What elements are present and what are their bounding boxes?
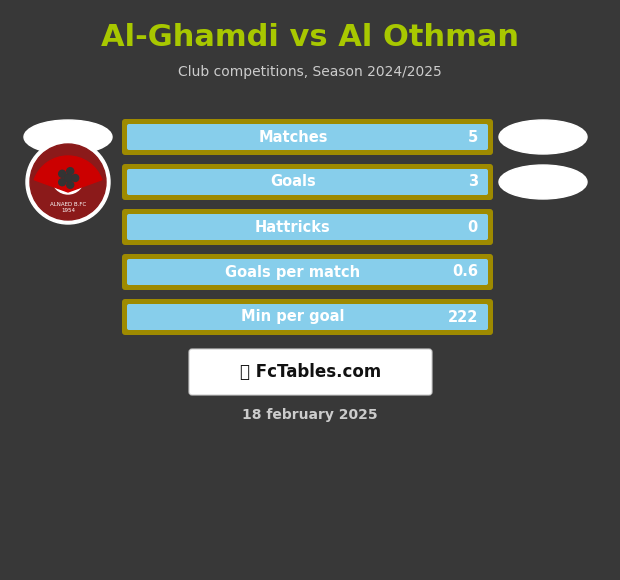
FancyBboxPatch shape — [127, 124, 488, 150]
Text: 0.6: 0.6 — [452, 264, 478, 280]
FancyBboxPatch shape — [122, 209, 493, 245]
Text: Goals: Goals — [270, 175, 316, 190]
FancyBboxPatch shape — [122, 299, 493, 335]
FancyBboxPatch shape — [122, 164, 493, 200]
Ellipse shape — [499, 120, 587, 154]
FancyBboxPatch shape — [127, 259, 488, 285]
Circle shape — [59, 171, 66, 177]
Text: Al-Ghamdi vs Al Othman: Al-Ghamdi vs Al Othman — [101, 24, 519, 53]
Circle shape — [59, 179, 66, 186]
Ellipse shape — [499, 165, 587, 199]
FancyBboxPatch shape — [127, 214, 488, 240]
Circle shape — [67, 168, 74, 175]
Wedge shape — [34, 156, 102, 192]
FancyBboxPatch shape — [189, 349, 432, 395]
Text: Min per goal: Min per goal — [241, 310, 345, 324]
Circle shape — [26, 140, 110, 224]
FancyBboxPatch shape — [127, 169, 488, 195]
Text: 0: 0 — [467, 219, 478, 234]
Text: 222: 222 — [448, 310, 478, 324]
FancyBboxPatch shape — [127, 304, 488, 330]
Text: 📊 FcTables.com: 📊 FcTables.com — [240, 363, 381, 381]
Circle shape — [72, 175, 79, 182]
Text: 5: 5 — [467, 129, 478, 144]
Circle shape — [30, 144, 106, 220]
Text: 18 february 2025: 18 february 2025 — [242, 408, 378, 422]
Circle shape — [67, 182, 74, 188]
Text: Goals per match: Goals per match — [225, 264, 360, 280]
Text: ALNAED B.FC: ALNAED B.FC — [50, 201, 86, 206]
Text: Club competitions, Season 2024/2025: Club competitions, Season 2024/2025 — [178, 65, 442, 79]
FancyBboxPatch shape — [122, 254, 493, 290]
FancyBboxPatch shape — [122, 119, 493, 155]
Ellipse shape — [24, 120, 112, 154]
Text: Matches: Matches — [258, 129, 327, 144]
Circle shape — [52, 162, 84, 194]
Text: 3: 3 — [468, 175, 478, 190]
Text: 1954: 1954 — [61, 208, 75, 212]
Text: Hattricks: Hattricks — [255, 219, 331, 234]
Circle shape — [64, 174, 72, 182]
